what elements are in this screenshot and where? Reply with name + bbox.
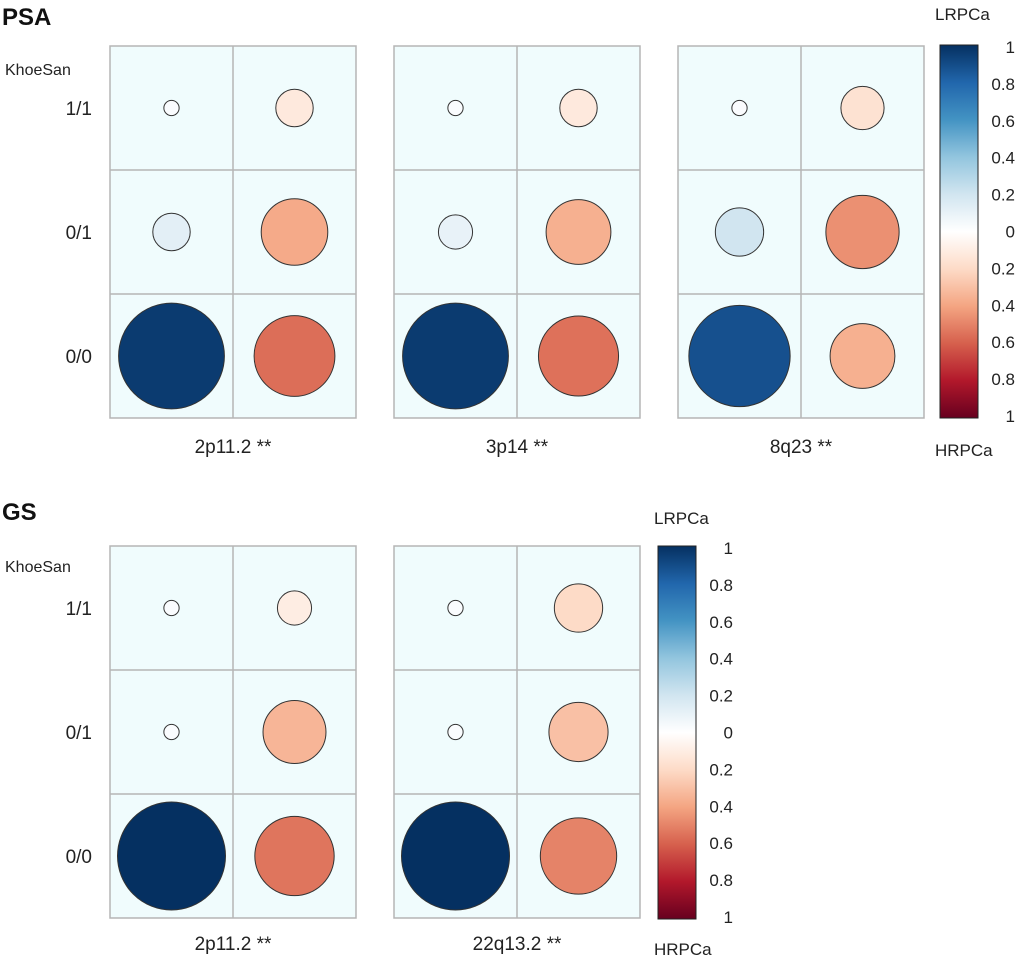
correlation-circle [447,99,464,117]
colorbar-tick-label: 1 [1006,38,1015,57]
colorbar-bottom-label: HRPCa [654,940,712,959]
correlation-circle [688,304,791,408]
colorbar-tick-label: 1 [724,539,733,558]
colorbar-tick-label: 0 [724,724,733,743]
correlation-circle [553,583,604,633]
colorbar: LRPCa HRPCa 1 0.8 0.6 0.4 0.2 0 0.2 0.4 0.6 0.8 1 [935,5,1015,460]
correlation-circle [253,315,336,397]
panel: 3p14 ** [393,45,641,458]
correlation-circle [152,212,191,252]
colorbar-tick-label: 0.6 [709,834,733,853]
colorbar-tick-label: 0.6 [991,112,1015,131]
correlation-circle [260,198,329,266]
correlation-circle [548,701,609,763]
colorbar-top-label: LRPCa [654,509,709,528]
colorbar-tick-label: 0.2 [709,760,733,779]
correlation-circle [163,599,180,617]
row-label: 0/0 [66,847,92,868]
correlation-circle [401,801,510,911]
row-label: 1/1 [66,99,92,120]
panel: 2p11.2 ** [109,45,357,458]
correlation-circle [545,199,612,265]
correlation-circle [276,590,313,626]
colorbar-tick-label: 0 [1006,223,1015,242]
colorbar-top-label: LRPCa [935,5,990,24]
panel-label: 22q13.2 ** [473,934,562,955]
colorbar-tick-label: 0.2 [991,259,1015,278]
y-axis-label: KhoeSan [5,62,71,79]
correlation-circle [559,88,598,128]
colorbar-bottom-label: HRPCa [935,441,993,460]
panel: 2p11.2 ** [109,545,357,955]
colorbar-tick-label: 0.8 [709,576,733,595]
correlation-circle [118,302,225,410]
correlation-circle [840,85,885,131]
correlation-circle [539,817,618,895]
panel-label: 2p11.2 ** [195,437,272,458]
colorbar-tick-label: 1 [1006,407,1015,426]
row-label: 1/1 [66,599,92,620]
correlation-circle [117,801,226,911]
correlation-circle [447,723,464,741]
section-title: GS [2,499,37,526]
colorbar-gradient [657,545,697,920]
correlation-circle [163,99,180,117]
correlation-circle [537,315,620,397]
panel: 8q23 ** [677,45,925,458]
section-title: PSA [2,4,51,31]
row-label: 0/1 [66,723,92,744]
panel: 22q13.2 ** [393,545,641,955]
colorbar-tick-label: 0.6 [991,333,1015,352]
colorbar-tick-label: 0.8 [709,871,733,890]
colorbar-tick-label: 1 [724,908,733,927]
colorbar-tick-label: 0.4 [991,149,1015,168]
colorbar-gradient [939,44,979,419]
colorbar-tick-label: 0.2 [991,186,1015,205]
colorbar-tick-label: 0.6 [709,613,733,632]
colorbar-tick-label: 0.8 [991,370,1015,389]
correlation-circle [825,194,900,270]
colorbar-tick-label: 0.4 [991,296,1015,315]
row-label: 0/1 [66,223,92,244]
correlation-circle [254,815,335,897]
correlation-circle [402,302,509,410]
correlation-circle [262,700,327,764]
correlation-circle [275,88,314,128]
correlation-circle [447,599,464,617]
correlation-circle [163,723,180,741]
correlation-circle [829,323,896,389]
correlation-circle [714,207,765,257]
panel-label: 2p11.2 ** [195,934,272,955]
section-gs: GS KhoeSan 1/1 0/1 0/0 2p11.2 ** 22q13.2 ** LRP… [2,499,733,959]
colorbar-tick-label: 0.4 [709,650,733,669]
colorbar-tick-label: 0.4 [709,797,733,816]
correlation-circle [437,214,474,250]
colorbar-tick-label: 0.8 [991,75,1015,94]
colorbar-tick-label: 0.2 [709,687,733,706]
panel-label: 8q23 ** [770,437,833,458]
row-label: 0/0 [66,347,92,368]
colorbar: LRPCa HRPCa 1 0.8 0.6 0.4 0.2 0 0.2 0.4 0.6 0.8 1 [654,509,733,959]
section-psa: PSA KhoeSan 1/1 0/1 0/0 2p11.2 ** 3p14 ** 8q23 … [2,4,1015,460]
panel-label: 3p14 ** [486,437,549,458]
y-axis-label: KhoeSan [5,559,71,576]
correlation-circle [731,99,748,117]
